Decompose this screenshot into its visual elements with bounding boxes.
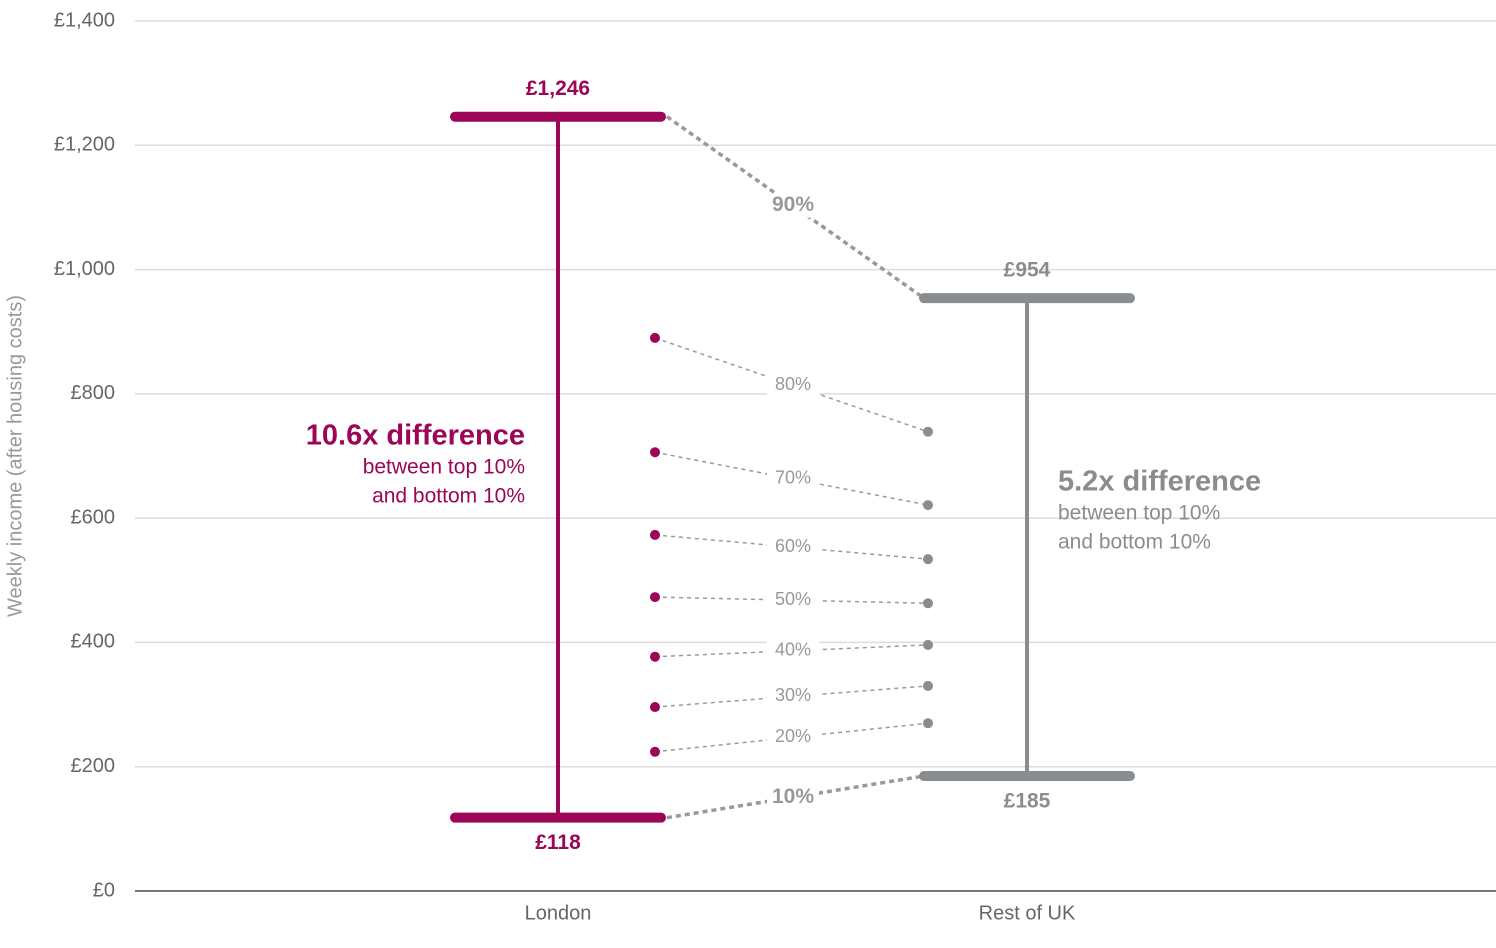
y-axis-title: Weekly income (after housing costs) [4, 295, 26, 617]
decile-dot [923, 554, 933, 565]
y-tick-label: £1,000 [54, 258, 115, 280]
decile-label-bg [767, 785, 819, 810]
decile-label: 50% [775, 589, 811, 609]
decile-label: 90% [772, 193, 814, 216]
decile-dot [923, 680, 933, 691]
y-tick-label: £200 [71, 755, 116, 777]
annotation-title: 5.2x difference [1058, 466, 1261, 498]
value-label: £954 [1004, 259, 1051, 282]
annotation-line: and bottom 10% [372, 485, 525, 508]
decile-label: 20% [775, 726, 811, 746]
decile-dot [650, 332, 660, 343]
annotation-title: 10.6x difference [306, 420, 525, 452]
y-tick-label: £0 [93, 879, 115, 901]
value-label: £1,246 [526, 77, 590, 100]
annotation-line: between top 10% [363, 456, 525, 479]
decile-label-bg [767, 373, 819, 398]
decile-label-bg [767, 193, 819, 218]
y-tick-label: £1,200 [54, 134, 115, 156]
decile-dot [650, 746, 660, 757]
y-tick-label: £800 [71, 382, 116, 404]
decile-dot [923, 598, 933, 609]
decile-label: 10% [772, 785, 814, 808]
decile-label: 60% [775, 536, 811, 556]
decile-dot [923, 426, 933, 437]
decile-dot [650, 702, 660, 713]
decile-dot [923, 718, 933, 729]
decile-dot [650, 651, 660, 662]
annotation-line: and bottom 10% [1058, 531, 1211, 554]
decile-label-bg [767, 588, 819, 613]
decile-label: 30% [775, 685, 811, 705]
y-tick-label: £1,400 [54, 9, 115, 31]
decile-dot [923, 500, 933, 511]
decile-dot [650, 529, 660, 540]
decile-dot [650, 447, 660, 458]
decile-label-bg [767, 466, 819, 491]
decile-label-bg [767, 684, 819, 709]
annotation-line: between top 10% [1058, 502, 1220, 525]
value-label: £118 [535, 831, 581, 854]
decile-label-bg [767, 638, 819, 663]
decile-label: 80% [775, 374, 811, 394]
x-tick-label: London [525, 902, 592, 924]
decile-label: 70% [775, 468, 811, 488]
decile-dot [650, 592, 660, 603]
decile-label-bg [767, 725, 819, 750]
y-tick-label: £600 [71, 506, 116, 528]
decile-label-bg [767, 535, 819, 560]
decile-label: 40% [775, 640, 811, 660]
decile-dot [923, 639, 933, 650]
value-label: £185 [1004, 790, 1051, 813]
y-tick-label: £400 [71, 631, 116, 653]
x-tick-label: Rest of UK [979, 902, 1076, 924]
